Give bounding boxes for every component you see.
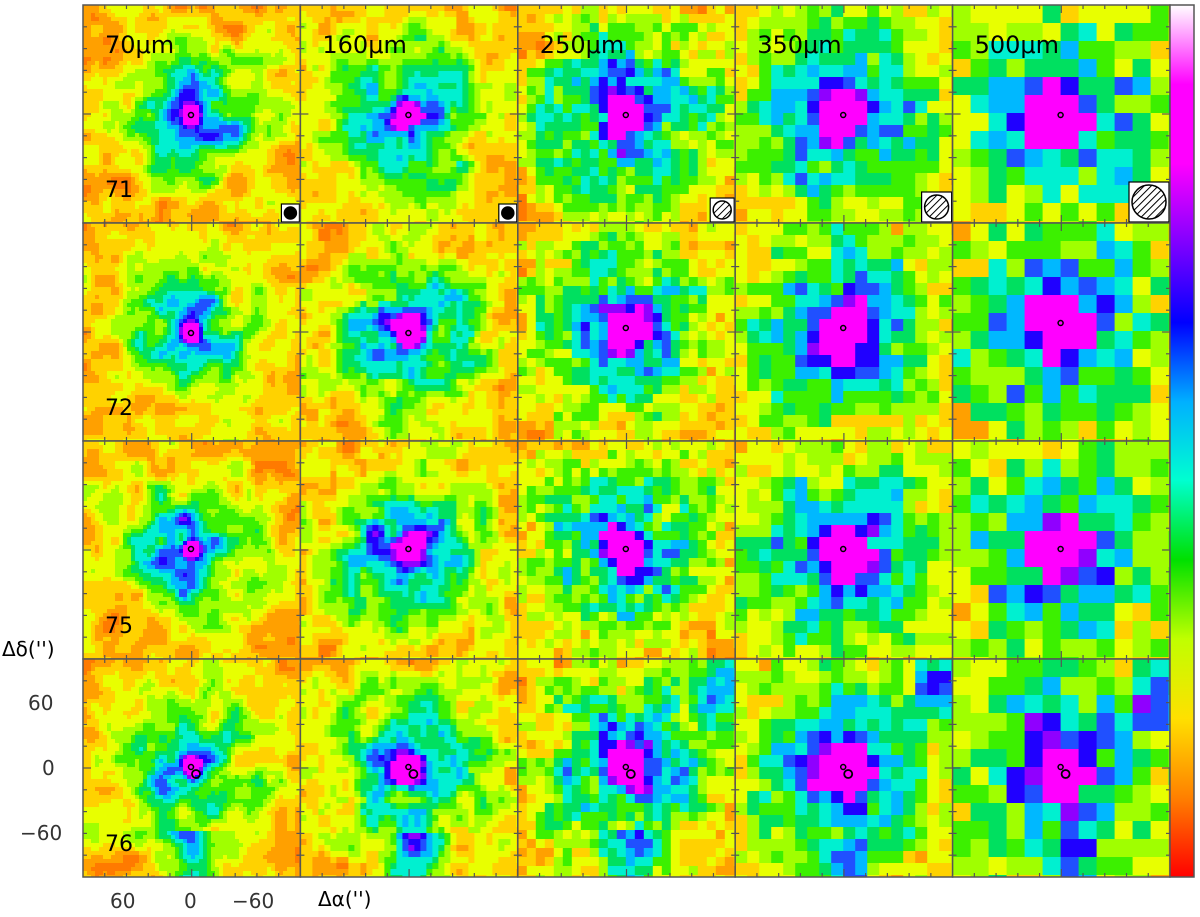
secondary-source-marker <box>843 769 854 779</box>
map-panel <box>951 222 1171 442</box>
source-marker <box>622 111 630 119</box>
source-marker <box>405 763 412 771</box>
source-marker <box>1057 319 1064 327</box>
panel-grid <box>82 4 1171 878</box>
source-marker <box>1057 111 1064 119</box>
map-image <box>517 441 736 659</box>
map-image <box>300 441 518 659</box>
map-panel <box>951 440 1171 660</box>
beam-indicator <box>709 197 735 223</box>
colorbar-gradient <box>1169 4 1195 878</box>
map-image <box>952 223 1170 441</box>
beam-indicator <box>920 191 953 223</box>
map-panel <box>517 222 736 442</box>
map-image <box>952 659 1170 877</box>
source-marker <box>1057 763 1064 771</box>
map-panel <box>82 4 302 224</box>
beam-indicator <box>1128 181 1170 223</box>
source-id-label: 75 <box>105 614 133 639</box>
map-panel <box>82 658 302 878</box>
source-marker <box>405 111 412 119</box>
source-marker <box>187 111 195 119</box>
map-image <box>300 5 518 223</box>
map-image <box>952 441 1170 659</box>
map-image <box>83 659 301 877</box>
wavelength-label: 250μm <box>540 31 624 59</box>
source-marker <box>839 545 847 553</box>
y-tick-label: −60 <box>20 821 62 845</box>
source-marker <box>1057 545 1064 553</box>
map-panel <box>951 658 1171 878</box>
map-panel <box>299 440 519 660</box>
map-image <box>735 223 953 441</box>
map-image <box>517 5 736 223</box>
wavelength-label: 70μm <box>105 31 174 59</box>
map-panel <box>734 4 954 224</box>
map-panel <box>82 440 302 660</box>
map-image <box>300 659 518 877</box>
beam-indicator <box>280 203 300 223</box>
source-marker <box>405 545 412 553</box>
x-axis-label: Δα('') <box>318 887 371 911</box>
map-image <box>83 441 301 659</box>
map-panel <box>299 4 519 224</box>
map-image <box>735 659 953 877</box>
map-image <box>83 223 301 441</box>
x-tick-label: 0 <box>184 889 197 913</box>
source-marker <box>187 545 195 553</box>
source-marker <box>839 111 847 119</box>
wavelength-label: 160μm <box>322 31 406 59</box>
y-axis-label: Δδ('') <box>2 637 55 661</box>
secondary-source-marker <box>1060 769 1071 779</box>
x-tick-label: −60 <box>232 889 274 913</box>
map-image <box>517 223 736 441</box>
map-panel <box>734 440 954 660</box>
map-image <box>300 223 518 441</box>
secondary-source-marker <box>408 769 419 779</box>
wavelength-label: 500μm <box>975 31 1059 59</box>
map-panel <box>734 658 954 878</box>
map-image <box>83 5 301 223</box>
map-panel <box>517 658 736 878</box>
source-id-label: 71 <box>105 178 133 203</box>
y-tick-label: 0 <box>42 756 55 780</box>
map-panel <box>299 658 519 878</box>
source-marker <box>405 329 412 337</box>
source-marker <box>187 329 195 337</box>
source-marker <box>839 763 847 771</box>
map-panel <box>517 440 736 660</box>
source-id-label: 76 <box>105 832 133 857</box>
source-marker <box>839 324 847 332</box>
source-marker <box>622 324 630 332</box>
source-marker <box>622 545 630 553</box>
labels: Δδ('') Δα('') 60 0 −60 60 0 −60 70μm 71 16… <box>2 31 1059 913</box>
y-tick-label: 60 <box>28 691 53 715</box>
source-marker <box>622 763 630 771</box>
wavelength-label: 350μm <box>757 31 841 59</box>
secondary-source-marker <box>191 769 201 779</box>
source-marker <box>187 763 195 771</box>
map-panel <box>82 222 302 442</box>
colorbar <box>1169 4 1195 878</box>
map-panel <box>734 222 954 442</box>
map-panel <box>299 222 519 442</box>
secondary-source-marker <box>625 769 636 779</box>
map-panel <box>517 4 736 224</box>
map-image <box>735 5 953 223</box>
map-image <box>735 441 953 659</box>
source-id-label: 72 <box>105 396 133 421</box>
map-image <box>517 659 736 877</box>
beam-indicator <box>498 203 518 223</box>
x-tick-label: 60 <box>110 889 135 913</box>
